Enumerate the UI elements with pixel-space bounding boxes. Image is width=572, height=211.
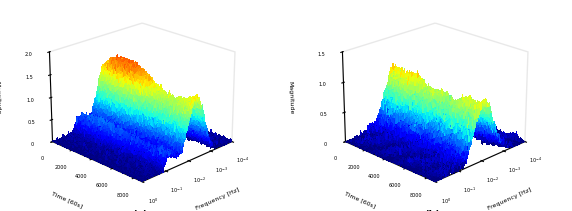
X-axis label: Frequency [Hz]: Frequency [Hz] [194, 187, 240, 211]
Y-axis label: Time [60s]: Time [60s] [51, 190, 84, 208]
Text: (a): (a) [132, 210, 147, 211]
Y-axis label: Time [60s]: Time [60s] [344, 190, 376, 208]
Text: (b): (b) [424, 210, 440, 211]
X-axis label: Frequency [Hz]: Frequency [Hz] [487, 187, 533, 211]
